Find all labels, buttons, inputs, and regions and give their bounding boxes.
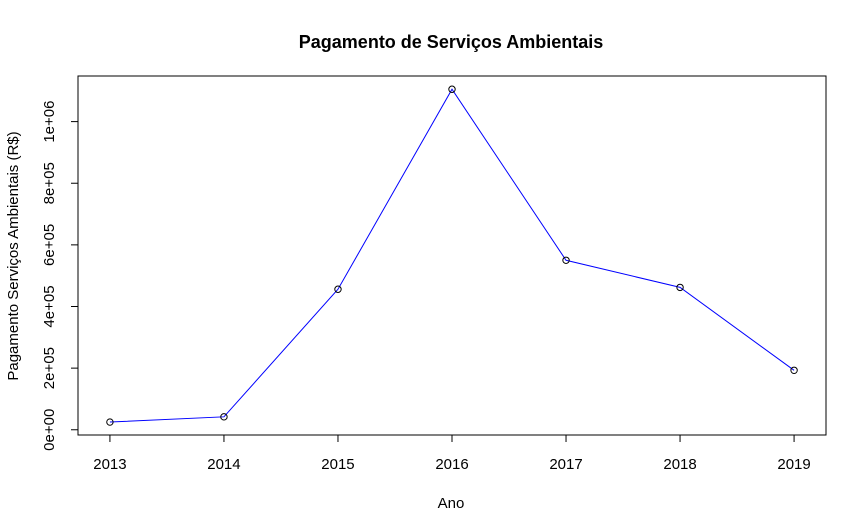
plot-area-frame (77, 75, 827, 436)
x-tick-label: 2016 (435, 456, 468, 473)
y-tick-label: 4e+05 (41, 285, 58, 327)
data-point (334, 285, 342, 293)
data-point (790, 366, 798, 374)
data-point (106, 418, 114, 426)
y-tick-label: 0e+00 (41, 409, 58, 451)
y-tick-label: 2e+05 (41, 347, 58, 389)
x-axis-label: Ano (438, 495, 465, 512)
x-tick-label: 2018 (663, 456, 696, 473)
data-point (448, 85, 456, 93)
x-tick-label: 2014 (207, 456, 240, 473)
x-axis: 2013 2014 2015 2016 2017 2018 2019 (93, 434, 811, 473)
y-axis-label: Pagamento Serviços Ambientais (R$) (5, 131, 22, 380)
y-tick-label: 1e+06 (41, 101, 58, 143)
series-group (106, 85, 798, 426)
y-tick-label: 6e+05 (41, 224, 58, 266)
x-tick-label: 2013 (93, 456, 126, 473)
series-line (109, 88, 795, 423)
data-point (676, 283, 684, 292)
x-tick-label: 2015 (321, 456, 354, 473)
y-axis: 0e+00 2e+05 4e+05 6e+05 8e+05 1e+06 (41, 101, 79, 451)
data-point (562, 256, 570, 264)
x-tick-label: 2019 (777, 456, 810, 473)
x-tick-label: 2017 (549, 456, 582, 473)
data-point (220, 413, 228, 421)
y-tick-label: 8e+05 (41, 162, 58, 204)
chart-title: Pagamento de Serviços Ambientais (299, 32, 603, 52)
